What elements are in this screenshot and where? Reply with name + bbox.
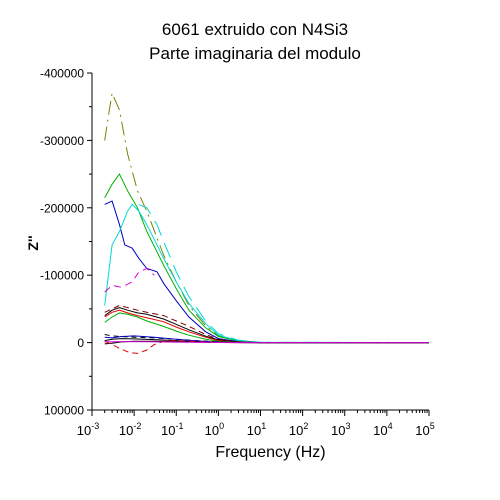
series-line-4 — [104, 203, 430, 344]
x-tick-label: 100 — [205, 421, 224, 438]
chart-title: 6061 extruido con N4Si3 — [161, 20, 349, 39]
series-line-6 — [104, 267, 155, 293]
chart-subtitle: Parte imaginaria del modulo — [149, 44, 361, 63]
series-layer — [104, 91, 430, 354]
x-tick-label: 10-3 — [77, 421, 99, 438]
x-tick-label: 104 — [373, 421, 392, 438]
x-tick-label: 105 — [415, 421, 434, 438]
series-line-1 — [104, 91, 429, 344]
series-line-3 — [104, 200, 429, 344]
series-line-15 — [104, 340, 429, 354]
series-line-5 — [138, 203, 430, 344]
y-tick-label: 100000 — [44, 404, 84, 418]
series-line-16 — [104, 341, 429, 344]
x-tick-label: 102 — [289, 421, 308, 438]
y-tick-label: -100000 — [40, 269, 84, 283]
y-axis-label: Z'' — [25, 235, 41, 250]
y-tick-label: -300000 — [40, 134, 84, 148]
x-axis-label: Frequency (Hz) — [215, 444, 325, 461]
y-tick-label: -200000 — [40, 201, 84, 215]
series-line-11 — [104, 334, 429, 344]
axes-layer — [87, 72, 430, 416]
series-line-2 — [104, 173, 429, 344]
x-tick-label: 10-2 — [119, 421, 141, 438]
y-tick-label: -400000 — [40, 67, 84, 81]
y-tick-label: 0 — [77, 336, 84, 350]
x-tick-label: 103 — [331, 421, 350, 438]
x-tick-label: 101 — [247, 421, 266, 438]
labels-layer: -400000 -300000 -200000 -100000 0 100000 10-3 1… — [25, 67, 435, 462]
x-tick-label: 10-1 — [161, 421, 183, 438]
